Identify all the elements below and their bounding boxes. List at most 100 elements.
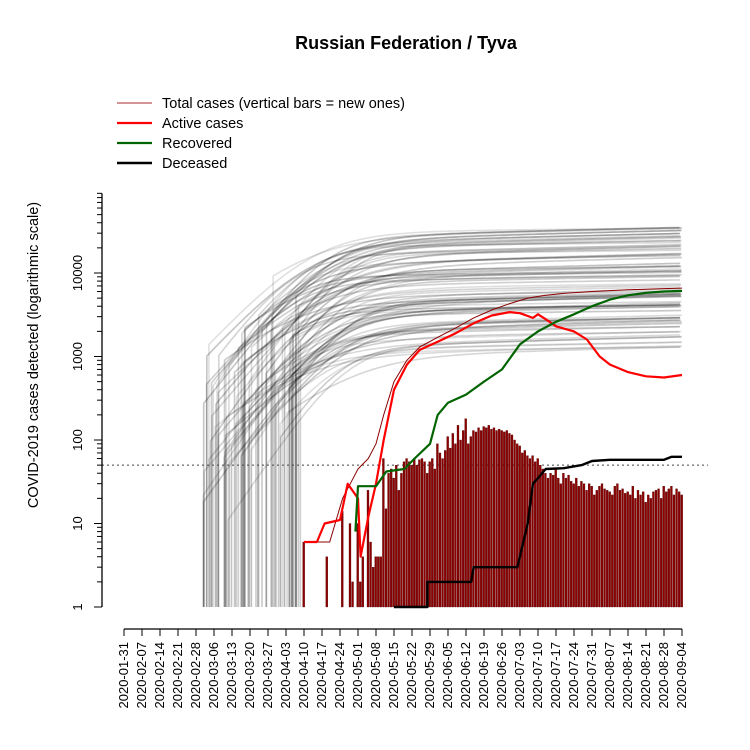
x-tick-label: 2020-08-14 bbox=[620, 642, 635, 709]
new-cases-bar bbox=[665, 491, 668, 608]
new-cases-bar bbox=[508, 433, 511, 608]
new-cases-bar bbox=[495, 430, 498, 608]
new-cases-bar bbox=[454, 443, 457, 608]
new-cases-bar bbox=[621, 488, 624, 608]
new-cases-bar bbox=[557, 477, 560, 608]
new-cases-bar bbox=[461, 430, 465, 608]
new-cases-bar bbox=[395, 464, 398, 608]
new-cases-bar bbox=[451, 433, 454, 608]
new-cases-bar bbox=[431, 458, 434, 608]
background-region-line bbox=[228, 239, 682, 607]
new-cases-bar bbox=[443, 450, 447, 608]
background-region-line bbox=[250, 294, 681, 607]
background-region-line bbox=[274, 321, 682, 607]
background-region-lines bbox=[202, 226, 682, 607]
new-cases-bar bbox=[500, 430, 503, 608]
y-axis-label: COVID-2019 cases detected (logarithmic s… bbox=[26, 202, 42, 508]
background-region-line bbox=[233, 256, 682, 607]
x-axis: 2020-01-31 2020-02-07 2020-02-14 2020-02-21… bbox=[116, 628, 689, 709]
background-region-line bbox=[275, 319, 680, 607]
new-cases-bar bbox=[325, 556, 328, 608]
background-region-line bbox=[284, 244, 681, 607]
new-cases-bar bbox=[649, 498, 652, 608]
series-line-recovered bbox=[354, 289, 683, 532]
background-region-line bbox=[295, 331, 680, 607]
background-region-line bbox=[255, 303, 681, 607]
x-tick-label: 2020-03-06 bbox=[206, 642, 221, 709]
new-cases-bar bbox=[564, 477, 568, 608]
new-cases-bar bbox=[441, 458, 444, 608]
background-region-line bbox=[218, 245, 682, 607]
new-cases-bar bbox=[389, 468, 393, 608]
new-cases-bar bbox=[413, 458, 416, 608]
background-region-line bbox=[292, 304, 682, 607]
background-region-line bbox=[224, 319, 681, 607]
new-cases-bar bbox=[541, 468, 544, 608]
new-cases-bar bbox=[554, 468, 557, 608]
background-region-line bbox=[240, 283, 681, 607]
background-region-line bbox=[291, 316, 681, 607]
background-region-line bbox=[288, 292, 680, 607]
background-region-line bbox=[205, 232, 680, 607]
new-cases-bar bbox=[562, 473, 565, 608]
new-cases-bar bbox=[600, 483, 604, 608]
new-cases-bar bbox=[449, 447, 452, 608]
new-cases-bar bbox=[438, 452, 442, 608]
background-region-line bbox=[288, 317, 681, 607]
new-cases-bar bbox=[472, 430, 475, 608]
new-cases-bar bbox=[569, 481, 573, 608]
new-cases-bar bbox=[505, 430, 508, 608]
background-region-line bbox=[272, 227, 682, 607]
new-cases-bar bbox=[371, 567, 375, 608]
new-cases-bar bbox=[377, 556, 380, 608]
x-tick-label: 2020-08-21 bbox=[638, 642, 653, 709]
background-region-line bbox=[241, 229, 682, 607]
x-tick-label: 2020-03-20 bbox=[242, 642, 257, 709]
background-region-line bbox=[256, 226, 682, 607]
new-cases-bar bbox=[613, 486, 616, 608]
y-tick-label: 10 bbox=[70, 516, 85, 530]
new-cases-bar bbox=[510, 434, 514, 608]
new-cases-bar bbox=[479, 430, 483, 608]
background-region-line bbox=[297, 274, 682, 607]
y-axis: 1 10 100 1000 10000 bbox=[70, 192, 103, 611]
background-region-line bbox=[242, 334, 681, 607]
new-cases-bar bbox=[575, 477, 578, 608]
background-region-line bbox=[214, 346, 681, 607]
x-tick-label: 2020-04-03 bbox=[278, 642, 293, 709]
new-cases-bar bbox=[603, 488, 606, 608]
new-cases-bar bbox=[423, 461, 426, 608]
background-region-line bbox=[271, 229, 681, 607]
x-tick-label: 2020-02-28 bbox=[188, 642, 203, 709]
background-region-line bbox=[225, 345, 682, 607]
background-region-line bbox=[243, 253, 682, 607]
background-region-line bbox=[217, 284, 682, 607]
background-region-line bbox=[235, 306, 682, 607]
background-region-line bbox=[288, 236, 681, 607]
new-cases-bar bbox=[402, 461, 406, 608]
x-tick-label: 2020-02-07 bbox=[134, 642, 149, 709]
y-tick-label: 1 bbox=[70, 603, 85, 610]
background-region-line bbox=[237, 254, 681, 607]
new-cases-bar bbox=[551, 474, 555, 608]
new-cases-bar bbox=[464, 418, 467, 608]
new-cases-bar bbox=[652, 491, 655, 608]
background-region-line bbox=[270, 279, 680, 607]
new-cases-bar bbox=[667, 488, 670, 608]
new-cases-bar bbox=[672, 494, 676, 608]
x-tick-label: 2020-06-19 bbox=[476, 642, 491, 709]
new-cases-bar bbox=[662, 486, 665, 608]
new-cases-bar bbox=[647, 494, 650, 608]
new-cases-bar bbox=[634, 498, 637, 608]
x-tick-label: 2020-03-13 bbox=[224, 642, 239, 709]
background-region-line bbox=[291, 302, 681, 607]
background-region-line bbox=[208, 325, 680, 607]
new-cases-bar bbox=[387, 473, 390, 608]
x-tick-label: 2020-07-03 bbox=[512, 642, 527, 709]
background-region-line bbox=[250, 252, 681, 607]
new-cases-bar bbox=[670, 486, 673, 608]
background-region-line bbox=[257, 286, 681, 607]
new-cases-bar bbox=[659, 498, 663, 608]
new-cases-bar bbox=[629, 494, 632, 608]
